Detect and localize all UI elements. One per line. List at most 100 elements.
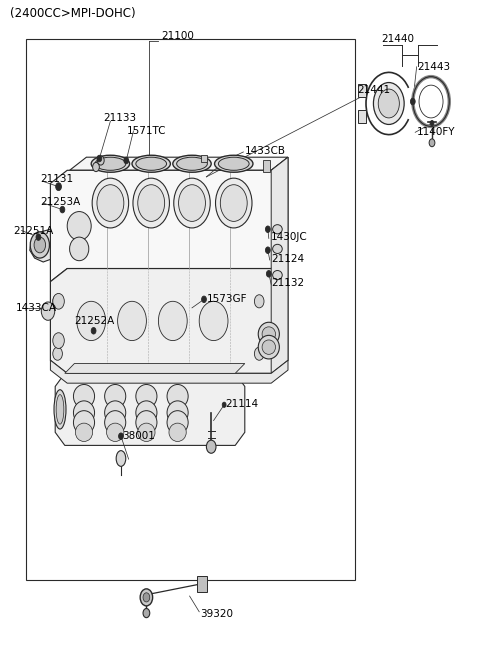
Ellipse shape: [119, 433, 123, 440]
Ellipse shape: [222, 402, 226, 407]
Text: 1571TC: 1571TC: [127, 126, 167, 136]
Ellipse shape: [273, 225, 282, 234]
Ellipse shape: [91, 155, 130, 172]
Ellipse shape: [143, 608, 150, 618]
Text: 1573GF: 1573GF: [206, 294, 247, 305]
Polygon shape: [50, 360, 288, 383]
Ellipse shape: [179, 185, 205, 221]
Ellipse shape: [73, 384, 95, 408]
Ellipse shape: [177, 157, 207, 170]
Text: 21441: 21441: [358, 85, 391, 96]
Ellipse shape: [70, 237, 89, 261]
Text: (2400CC>MPI-DOHC): (2400CC>MPI-DOHC): [10, 7, 135, 20]
Ellipse shape: [266, 271, 271, 277]
Ellipse shape: [430, 121, 434, 126]
Text: 21252A: 21252A: [74, 316, 115, 326]
Polygon shape: [50, 157, 288, 282]
Text: 1140FY: 1140FY: [417, 127, 455, 138]
Ellipse shape: [215, 155, 253, 172]
Polygon shape: [358, 110, 366, 123]
Ellipse shape: [136, 384, 157, 408]
Ellipse shape: [105, 401, 126, 424]
Ellipse shape: [136, 411, 157, 434]
Ellipse shape: [105, 384, 126, 408]
Text: 1433CA: 1433CA: [16, 303, 57, 313]
Ellipse shape: [359, 113, 364, 121]
Ellipse shape: [77, 301, 106, 341]
Ellipse shape: [140, 589, 153, 606]
Ellipse shape: [143, 593, 150, 602]
Bar: [197, 576, 207, 592]
Text: 21133: 21133: [103, 113, 136, 123]
Text: 1433CB: 1433CB: [245, 145, 286, 156]
Text: 21443: 21443: [418, 62, 451, 72]
Ellipse shape: [91, 328, 96, 334]
Ellipse shape: [158, 301, 187, 341]
Ellipse shape: [167, 384, 188, 408]
Ellipse shape: [53, 347, 62, 360]
Ellipse shape: [132, 155, 170, 172]
Ellipse shape: [138, 185, 165, 221]
Ellipse shape: [378, 89, 399, 118]
Ellipse shape: [73, 401, 95, 424]
Text: 21253A: 21253A: [40, 196, 80, 207]
Ellipse shape: [273, 271, 282, 280]
Ellipse shape: [262, 327, 276, 341]
Ellipse shape: [254, 347, 264, 360]
Ellipse shape: [95, 157, 126, 170]
Ellipse shape: [202, 296, 206, 303]
Ellipse shape: [173, 155, 211, 172]
Polygon shape: [70, 157, 288, 170]
Ellipse shape: [56, 183, 61, 191]
Ellipse shape: [116, 451, 126, 466]
Ellipse shape: [220, 185, 247, 221]
Text: 21131: 21131: [40, 174, 73, 185]
Text: 38001: 38001: [122, 430, 155, 441]
Ellipse shape: [107, 423, 124, 441]
Ellipse shape: [67, 212, 91, 240]
Ellipse shape: [118, 301, 146, 341]
Ellipse shape: [138, 423, 155, 441]
Bar: [263, 160, 270, 172]
Text: 39320: 39320: [201, 608, 234, 619]
Text: 21132: 21132: [271, 278, 304, 288]
Ellipse shape: [30, 232, 49, 258]
Text: 21100: 21100: [161, 31, 193, 41]
Ellipse shape: [133, 178, 169, 228]
Ellipse shape: [167, 411, 188, 434]
Ellipse shape: [36, 234, 41, 240]
Ellipse shape: [429, 139, 435, 147]
Ellipse shape: [34, 237, 46, 253]
Ellipse shape: [97, 185, 124, 221]
Ellipse shape: [258, 335, 279, 359]
Ellipse shape: [373, 83, 404, 124]
Ellipse shape: [216, 178, 252, 228]
Text: 1430JC: 1430JC: [271, 232, 308, 242]
Bar: [201, 155, 207, 162]
Ellipse shape: [50, 305, 55, 311]
Text: 21124: 21124: [271, 253, 304, 264]
Ellipse shape: [174, 178, 210, 228]
Ellipse shape: [273, 244, 282, 253]
Ellipse shape: [75, 423, 93, 441]
Polygon shape: [65, 364, 245, 373]
Ellipse shape: [258, 322, 279, 346]
Ellipse shape: [199, 301, 228, 341]
Ellipse shape: [53, 295, 62, 308]
Polygon shape: [50, 255, 288, 373]
Ellipse shape: [136, 401, 157, 424]
Ellipse shape: [73, 411, 95, 434]
Ellipse shape: [169, 423, 186, 441]
Ellipse shape: [167, 401, 188, 424]
Ellipse shape: [359, 86, 364, 94]
Ellipse shape: [265, 226, 270, 233]
Ellipse shape: [53, 333, 64, 348]
Ellipse shape: [56, 394, 64, 424]
Ellipse shape: [93, 162, 99, 172]
Ellipse shape: [92, 178, 129, 228]
Ellipse shape: [53, 293, 64, 309]
Polygon shape: [30, 229, 50, 262]
Ellipse shape: [60, 206, 65, 213]
Polygon shape: [358, 84, 366, 97]
Ellipse shape: [124, 157, 129, 164]
